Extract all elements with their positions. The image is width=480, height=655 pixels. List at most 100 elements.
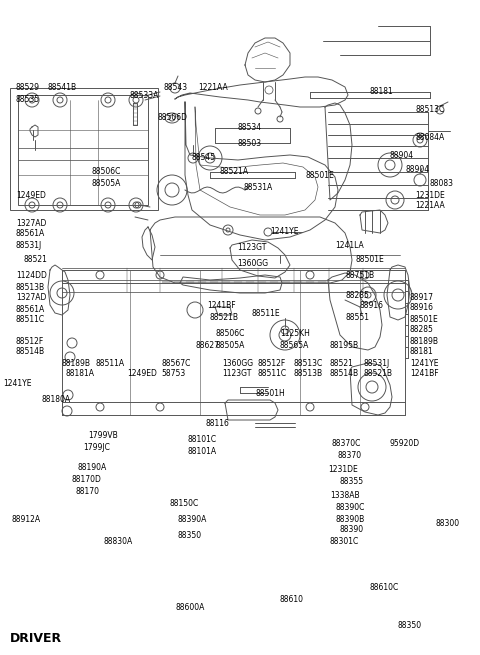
Text: 88904: 88904 (390, 151, 414, 160)
Text: 1123GT: 1123GT (222, 369, 252, 379)
Text: 88521B: 88521B (363, 369, 392, 379)
Text: 1221AA: 1221AA (198, 83, 228, 92)
Text: 88300: 88300 (436, 519, 460, 529)
Text: 1799VB: 1799VB (88, 430, 118, 440)
Text: 88565A: 88565A (280, 341, 310, 350)
Text: 88610C: 88610C (370, 582, 399, 591)
Text: 88390B: 88390B (336, 514, 365, 523)
Text: 88521A: 88521A (220, 168, 249, 176)
Text: 88506C: 88506C (92, 168, 121, 176)
Text: 88505A: 88505A (92, 179, 121, 187)
Text: DRIVER: DRIVER (10, 631, 62, 645)
Text: 1221AA: 1221AA (415, 200, 445, 210)
Text: 88512F: 88512F (16, 337, 44, 345)
Text: 88531J: 88531J (16, 240, 42, 250)
Text: 88511A: 88511A (96, 358, 125, 367)
Text: 88511C: 88511C (16, 316, 45, 324)
Text: 88567C: 88567C (161, 358, 191, 367)
Text: 88501E: 88501E (410, 314, 439, 324)
Text: 88084A: 88084A (415, 134, 444, 143)
Text: 88513C: 88513C (415, 105, 444, 115)
Text: 88511C: 88511C (258, 369, 287, 379)
Text: 88506D: 88506D (157, 113, 187, 122)
Text: 88512F: 88512F (258, 358, 286, 367)
Text: 1231DE: 1231DE (328, 464, 358, 474)
Text: 88513B: 88513B (294, 369, 323, 379)
Text: 1338AB: 1338AB (330, 491, 360, 500)
Text: 88600A: 88600A (175, 603, 204, 612)
Text: 1327AD: 1327AD (16, 293, 47, 303)
Text: 88529: 88529 (16, 83, 40, 92)
Text: 88531J: 88531J (363, 358, 389, 367)
Text: 1360GG: 1360GG (237, 259, 268, 267)
Bar (10, 88, 158, 210)
Text: 88627: 88627 (195, 341, 219, 350)
Text: 88285: 88285 (345, 291, 369, 299)
Text: 1123GT: 1123GT (237, 242, 266, 252)
Text: 88170D: 88170D (72, 476, 102, 485)
Text: 88170: 88170 (75, 487, 99, 495)
Text: 88521: 88521 (24, 255, 48, 265)
Text: 88350: 88350 (398, 622, 422, 631)
Text: 1241YE: 1241YE (270, 227, 299, 236)
Text: 88535: 88535 (16, 96, 40, 105)
Text: 58753: 58753 (161, 369, 185, 379)
Text: 1124DD: 1124DD (16, 272, 47, 280)
Text: 88190A: 88190A (78, 464, 107, 472)
Text: 88916: 88916 (410, 303, 434, 312)
Bar (18, 95, 148, 205)
Text: 88505A: 88505A (215, 341, 244, 350)
Text: 88511E: 88511E (252, 309, 281, 318)
Text: 88521B: 88521B (210, 314, 239, 322)
Text: 88543: 88543 (163, 83, 187, 92)
Text: 1360GG: 1360GG (222, 358, 253, 367)
Text: 88521: 88521 (330, 358, 354, 367)
Text: 88830A: 88830A (103, 538, 132, 546)
Text: 88083: 88083 (430, 179, 454, 189)
Text: 1241YE: 1241YE (3, 379, 32, 388)
Text: 88610: 88610 (280, 595, 304, 603)
Text: 88189B: 88189B (410, 337, 439, 345)
Text: 1125KH: 1125KH (280, 329, 310, 339)
Text: 88116: 88116 (205, 419, 229, 428)
Text: 1249ED: 1249ED (127, 369, 157, 379)
Text: 88189B: 88189B (62, 358, 91, 367)
Text: 88501H: 88501H (256, 390, 286, 398)
Text: 88912A: 88912A (12, 514, 41, 523)
Text: 1327AD: 1327AD (16, 219, 47, 227)
Text: 88390: 88390 (340, 525, 364, 534)
Text: 88285: 88285 (410, 326, 434, 335)
Text: 88101C: 88101C (188, 436, 217, 445)
Text: 88181A: 88181A (66, 369, 95, 379)
Text: 1231DE: 1231DE (415, 191, 445, 200)
Text: 88531A: 88531A (243, 183, 272, 193)
Text: 88370C: 88370C (332, 440, 361, 449)
Text: 88355: 88355 (340, 477, 364, 487)
Text: 88561A: 88561A (16, 305, 45, 314)
Text: 88533A: 88533A (130, 92, 159, 100)
Text: 88514B: 88514B (16, 348, 45, 356)
Text: 1799JC: 1799JC (83, 443, 110, 451)
Text: 88181: 88181 (410, 348, 434, 356)
Text: 88195B: 88195B (330, 341, 359, 350)
Text: 88503: 88503 (237, 138, 261, 147)
Text: 88514B: 88514B (329, 369, 358, 379)
Text: 88150C: 88150C (170, 500, 199, 508)
Text: 88501E: 88501E (305, 170, 334, 179)
Text: 88513B: 88513B (16, 282, 45, 291)
Text: 1241BF: 1241BF (207, 301, 236, 310)
Text: 1241YE: 1241YE (410, 358, 439, 367)
Text: 1241LA: 1241LA (335, 242, 364, 250)
Text: 88916: 88916 (360, 301, 384, 310)
Text: 95920D: 95920D (390, 438, 420, 447)
Text: 88551: 88551 (345, 314, 369, 322)
Text: 88506C: 88506C (215, 329, 244, 339)
Text: 88370: 88370 (338, 451, 362, 460)
Text: 88751B: 88751B (345, 271, 374, 280)
Text: 88301C: 88301C (330, 538, 359, 546)
Text: 88545: 88545 (192, 153, 216, 162)
Text: 88181: 88181 (370, 88, 394, 96)
Text: 88917: 88917 (410, 293, 434, 301)
Text: 88180A: 88180A (42, 396, 71, 405)
Text: 1249ED: 1249ED (16, 191, 46, 200)
